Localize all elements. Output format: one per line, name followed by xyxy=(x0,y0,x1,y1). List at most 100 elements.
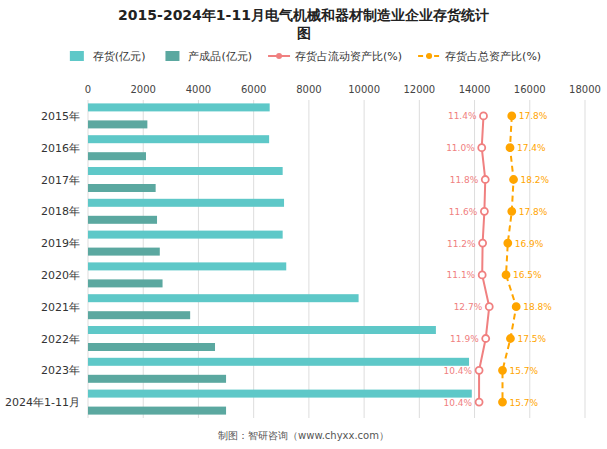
data-label: 15.7% xyxy=(509,366,538,376)
point xyxy=(499,367,506,374)
point xyxy=(481,208,488,215)
point xyxy=(476,399,483,406)
legend-item: 存货占流动资产比(%) xyxy=(268,50,402,63)
y-tick-label: 2020年 xyxy=(41,269,80,282)
legend-item: 存货占总资产比(%) xyxy=(418,50,541,63)
grid-line xyxy=(364,100,365,418)
point xyxy=(504,240,511,247)
data-label: 10.4% xyxy=(443,398,472,408)
bar xyxy=(88,262,286,270)
bar xyxy=(88,407,226,415)
labels: 11.4%11.0%11.8%11.6%11.2%11.1%12.7%11.9%… xyxy=(443,111,552,407)
bar xyxy=(88,103,270,111)
bar xyxy=(88,358,469,366)
annotation: 制图：智研咨询（www.chyxx.com） xyxy=(218,430,389,441)
point xyxy=(476,367,483,374)
title: 2015-2024年1-11月电气机械和器材制造业企业存货统计 xyxy=(118,7,489,23)
data-label: 18.8% xyxy=(523,302,552,312)
data-label: 11.6% xyxy=(449,207,478,217)
data-label: 15.7% xyxy=(509,398,538,408)
legend-swatch xyxy=(165,51,179,61)
y-tick-label: 2015年 xyxy=(41,110,80,123)
bar xyxy=(88,311,190,319)
data-label: 11.0% xyxy=(446,143,475,153)
y-tick-label: 2018年 xyxy=(41,205,80,218)
bar xyxy=(88,216,157,224)
point xyxy=(513,303,520,310)
line xyxy=(503,116,517,402)
bar xyxy=(88,152,146,160)
bar xyxy=(88,199,284,207)
legend-swatch xyxy=(276,53,282,59)
x-tick-label: 8000 xyxy=(296,84,321,95)
grid-line xyxy=(143,100,144,418)
bar xyxy=(88,375,226,383)
data-label: 10.4% xyxy=(443,366,472,376)
bar xyxy=(88,294,359,302)
data-label: 16.9% xyxy=(515,239,544,249)
point xyxy=(510,176,517,183)
legend-label: 产成品(亿元) xyxy=(188,50,252,63)
x-tick-label: 2000 xyxy=(130,84,155,95)
data-label: 17.4% xyxy=(517,143,546,153)
data-label: 18.2% xyxy=(521,175,550,185)
bar xyxy=(88,135,269,143)
grid-line xyxy=(198,100,199,418)
data-label: 16.5% xyxy=(513,270,542,280)
chart: 2015-2024年1-11月电气机械和器材制造业企业存货统计图 0 2000 400… xyxy=(0,0,607,449)
bar xyxy=(88,231,283,239)
x-tick-label: 18000 xyxy=(569,84,601,95)
data-label: 17.8% xyxy=(519,111,548,121)
y-tick-label: 2022年 xyxy=(41,333,80,346)
bar xyxy=(88,279,163,287)
grid-line xyxy=(88,100,89,418)
y-tick-label: 2016年 xyxy=(41,142,80,155)
x-axis: 0200040006000800010000120001400016000180… xyxy=(85,84,601,418)
bar xyxy=(88,343,215,351)
point xyxy=(480,112,487,119)
x-tick-label: 10000 xyxy=(348,84,380,95)
x-tick-label: 6000 xyxy=(241,84,266,95)
legend: 存货(亿元) 产成品(亿元) 存货占流动资产比(%) 存货占总资产比(%) xyxy=(70,50,541,63)
title: 图 xyxy=(297,25,311,41)
bar xyxy=(88,184,156,192)
data-label: 12.7% xyxy=(454,302,483,312)
legend-label: 存货占流动资产比(%) xyxy=(295,50,402,63)
legend-label: 存货(亿元) xyxy=(93,50,146,63)
bar xyxy=(88,248,160,256)
data-label: 11.4% xyxy=(448,111,477,121)
legend-item: 存货(亿元) xyxy=(70,50,146,63)
data-label: 11.1% xyxy=(447,270,476,280)
point xyxy=(508,112,515,119)
legend-item: 产成品(亿元) xyxy=(165,50,252,63)
y-tick-label: 2024年1-11月 xyxy=(5,396,80,409)
grid-line xyxy=(585,100,586,418)
x-tick-label: 16000 xyxy=(514,84,546,95)
grid-line xyxy=(253,100,254,418)
point xyxy=(499,399,506,406)
data-label: 11.8% xyxy=(450,175,479,185)
point xyxy=(507,144,514,151)
bar xyxy=(88,120,147,128)
legend-label: 存货占总资产比(%) xyxy=(445,50,541,63)
data-label: 11.9% xyxy=(450,334,479,344)
point xyxy=(478,144,485,151)
y-tick-label: 2021年 xyxy=(41,301,80,314)
point xyxy=(507,335,514,342)
legend-swatch xyxy=(70,51,84,61)
point xyxy=(486,303,493,310)
y-tick-label: 2023年 xyxy=(41,364,80,377)
data-label: 17.8% xyxy=(519,207,548,217)
plot-area xyxy=(88,103,520,414)
x-tick-label: 0 xyxy=(85,84,91,95)
point xyxy=(482,176,489,183)
bar xyxy=(88,167,283,175)
data-label: 17.5% xyxy=(517,334,546,344)
grid-line xyxy=(308,100,309,418)
grid-line xyxy=(419,100,420,418)
x-tick-label: 14000 xyxy=(459,84,491,95)
point xyxy=(508,208,515,215)
x-tick-label: 4000 xyxy=(186,84,211,95)
bar xyxy=(88,326,436,334)
y-tick-label: 2017年 xyxy=(41,174,80,187)
